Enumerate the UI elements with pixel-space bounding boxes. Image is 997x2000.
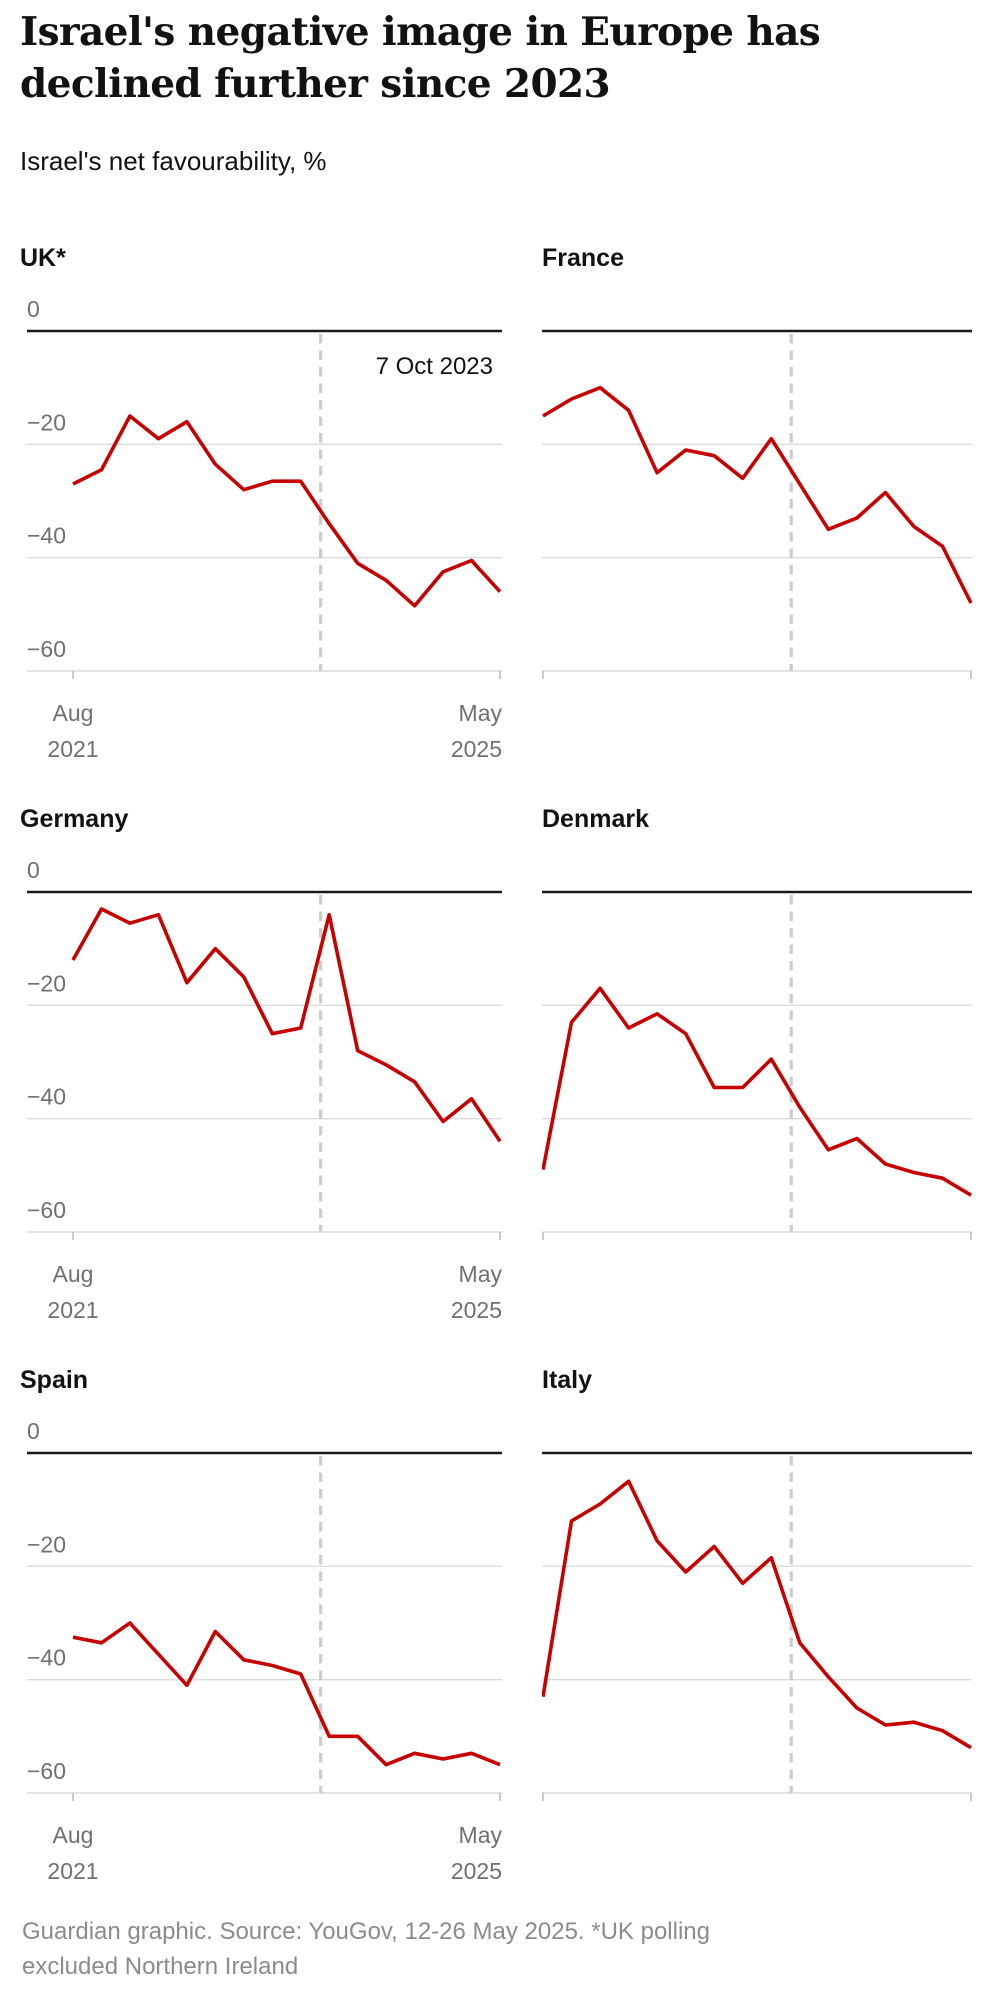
x-tick-label: 2025 (451, 1297, 502, 1323)
y-tick-label: −20 (27, 970, 66, 996)
panel-spain: Spain 0 −20 −40 −60 Aug 2021 May 2025 (20, 1366, 504, 1886)
panel-title-france: France (542, 244, 624, 272)
series-line-france (542, 385, 973, 604)
line-chart-italy (542, 1451, 972, 1801)
x-tick-label: 2025 (451, 736, 502, 762)
panel-title-germany: Germany (20, 805, 129, 833)
x-tick-label: Aug (53, 1261, 94, 1287)
panel-france: France (542, 244, 974, 764)
x-tick-label: May (459, 1261, 503, 1287)
series-line-uk (72, 414, 502, 608)
x-tick-label: May (459, 1822, 503, 1848)
y-tick-label: −60 (27, 1758, 66, 1784)
panel-title-spain: Spain (20, 1366, 89, 1394)
panel-title-italy: Italy (542, 1366, 593, 1394)
y-tick-label: 0 (27, 1420, 40, 1444)
y-tick-label: −20 (27, 1531, 66, 1557)
series-line-denmark (542, 986, 972, 1197)
series-line-germany (71, 907, 502, 1143)
panel-uk: UK* 0 −20 −40 −60 7 Oct 2023 Aug 2021 May 2025 (20, 244, 504, 764)
line-chart-spain: 0 −20 −40 −60 Aug 2021 May 2025 (27, 1420, 503, 1884)
y-tick-label: 0 (27, 859, 40, 883)
x-tick-label: 2021 (47, 736, 98, 762)
y-tick-label: −40 (27, 1084, 66, 1110)
series-line-italy (542, 1479, 972, 1750)
y-tick-label: −20 (27, 409, 66, 435)
x-tick-label: Aug (53, 700, 94, 726)
chart-headline: Israel's negative image in Europe has de… (20, 6, 977, 110)
line-chart-france (542, 329, 973, 679)
x-tick-label: May (459, 700, 503, 726)
x-tick-label: 2021 (47, 1297, 98, 1323)
event-line-label: 7 Oct 2023 (376, 353, 493, 380)
line-chart-germany: 0 −20 −40 −60 Aug 2021 May 2025 (27, 859, 503, 1323)
charts-grid: UK* 0 −20 −40 −60 7 Oct 2023 Aug 2021 May 2025 Fra… (20, 244, 977, 1886)
series-line-spain (72, 1621, 501, 1767)
panel-germany: Germany 0 −20 −40 −60 Aug 2021 May 2025 (20, 805, 504, 1325)
headline-line-1: Israel's negative image in Europe has (20, 9, 821, 55)
x-tick-label: 2025 (451, 1858, 502, 1884)
chart-subtitle: Israel's net favourability, % (20, 146, 327, 176)
panel-italy: Italy (542, 1366, 974, 1886)
line-chart-denmark (542, 890, 972, 1240)
source-note: Guardian graphic. Source: YouGov, 12-26 … (22, 1918, 710, 1980)
y-tick-label: −60 (27, 1197, 66, 1223)
y-tick-label: −40 (27, 1645, 66, 1671)
line-chart-uk: 0 −20 −40 −60 7 Oct 2023 Aug 2021 May 2025 (27, 298, 503, 762)
panel-denmark: Denmark (542, 805, 974, 1325)
y-tick-label: 0 (27, 298, 40, 322)
x-tick-label: 2021 (47, 1858, 98, 1884)
panel-title-denmark: Denmark (542, 805, 649, 833)
headline-line-2: declined further since 2023 (20, 61, 611, 107)
panel-title-uk: UK* (20, 244, 66, 272)
y-tick-label: −60 (27, 636, 66, 662)
y-tick-label: −40 (27, 523, 66, 549)
x-tick-label: Aug (53, 1822, 94, 1848)
